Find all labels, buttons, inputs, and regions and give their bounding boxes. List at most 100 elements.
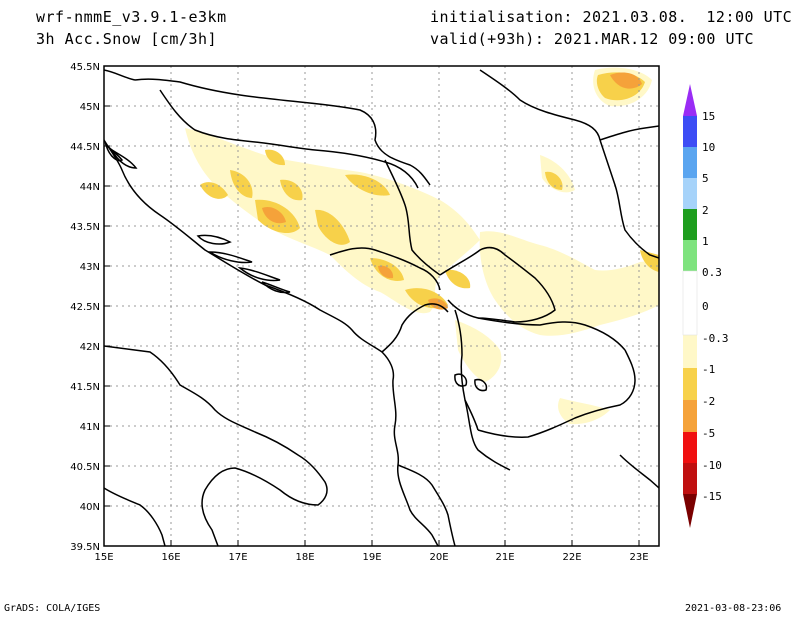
colorbar-label: -1 xyxy=(702,363,715,376)
border-bulgaria-macedonia xyxy=(624,349,636,381)
lon-label: 18E xyxy=(295,552,314,563)
snow-orange-4 xyxy=(378,265,394,279)
border-serbia-romania xyxy=(479,69,601,141)
geo-lines xyxy=(104,69,659,546)
island-hvar xyxy=(207,251,253,264)
snow-light-areas xyxy=(185,67,659,425)
colorbar-swatch xyxy=(683,147,697,178)
border-croatia-bosnia-north xyxy=(134,78,431,186)
island-korcula xyxy=(237,266,281,282)
border-romania-bulgaria xyxy=(599,125,659,141)
footer-credit: GrADS: COLA/IGES xyxy=(4,603,101,614)
lat-label: 40N xyxy=(80,502,100,513)
colorbar-swatch xyxy=(683,463,697,494)
border-turkey-greece xyxy=(619,454,659,489)
colorbar-swatch xyxy=(683,240,697,271)
lat-label: 41N xyxy=(80,422,100,433)
lat-label: 43N xyxy=(80,262,100,273)
snow-mid-4 xyxy=(280,179,303,201)
footer-timestamp: 2021-03-08-23:06 xyxy=(685,603,782,614)
coastline-slovenia xyxy=(104,69,136,81)
lon-label: 19E xyxy=(362,552,381,563)
lon-label: 22E xyxy=(562,552,581,563)
lat-label: 40.5N xyxy=(70,462,100,473)
colorbar-label: -5 xyxy=(702,427,715,440)
colorbar-label: 0 xyxy=(702,300,709,313)
snow-mid-6 xyxy=(345,174,390,196)
colorbar-label: 0.3 xyxy=(702,266,722,279)
lake-ohrid xyxy=(454,373,468,387)
lat-label: 45N xyxy=(80,102,100,113)
snow-mid-12 xyxy=(640,250,659,272)
colorbar-label: -2 xyxy=(702,395,715,408)
colorbar-label: 10 xyxy=(702,141,715,154)
snow-band-east xyxy=(479,231,659,336)
colorbar-labels: 15 10 5 2 1 0.3 0 -0.3 -1 -2 -5 -10 -15 xyxy=(702,110,729,503)
lon-label: 23E xyxy=(629,552,648,563)
lake-prespa xyxy=(474,378,488,392)
colorbar-swatch xyxy=(683,335,697,368)
border-hungary xyxy=(159,89,419,189)
lat-labels: 45.5N 45N 44.5N 44N 43.5N 43N 42.5N 42N … xyxy=(70,62,100,553)
colorbar-bottom-arrow xyxy=(683,494,697,528)
colorbar-label: -10 xyxy=(702,459,722,472)
colorbar-top-arrow xyxy=(683,84,697,116)
island-mljet xyxy=(261,281,291,294)
snow-fields xyxy=(185,67,659,425)
coastline-italy-gulf xyxy=(104,487,166,546)
lon-label: 16E xyxy=(161,552,180,563)
island-cres xyxy=(110,147,138,169)
field-title: 3h Acc.Snow [cm/3h] xyxy=(36,30,218,48)
colorbar-label: 5 xyxy=(702,172,709,185)
colorbar-label: 1 xyxy=(702,235,709,248)
colorbar-white-outline xyxy=(682,270,698,336)
colorbar xyxy=(682,84,698,528)
coastline-italy xyxy=(104,345,328,546)
colorbar-label: 2 xyxy=(702,204,709,217)
border-montenegro-albania xyxy=(381,303,449,353)
snow-orange-1 xyxy=(262,206,286,224)
island-brac xyxy=(196,234,232,245)
lat-label: 39.5N xyxy=(70,542,100,553)
valid-time: valid(+93h): 2021.MAR.12 09:00 UTC xyxy=(430,30,755,48)
border-serbia-bosnia xyxy=(384,159,441,276)
lat-label: 43.5N xyxy=(70,222,100,233)
colorbar-swatch xyxy=(683,400,697,432)
snow-orange-areas xyxy=(262,72,642,310)
lat-label: 42.5N xyxy=(70,302,100,313)
snow-band-south xyxy=(455,320,502,382)
border-bulgaria-west xyxy=(599,139,659,259)
lat-label: 41.5N xyxy=(70,382,100,393)
snow-mid-2 xyxy=(230,170,253,198)
lon-label: 15E xyxy=(94,552,113,563)
border-albania-macedonia xyxy=(454,309,479,431)
snow-mid-9 xyxy=(445,269,471,289)
snow-bulgaria-light xyxy=(558,398,610,425)
axis-ticks xyxy=(103,65,640,547)
snow-mid-13 xyxy=(265,149,285,166)
snow-serbia-light xyxy=(540,155,575,193)
lat-label: 42N xyxy=(80,342,100,353)
border-macedonia-north xyxy=(477,317,626,351)
colorbar-label: 15 xyxy=(702,110,715,123)
colorbar-label: -0.3 xyxy=(702,332,729,345)
border-bosnia-montenegro xyxy=(329,247,441,291)
init-time: initialisation: 2021.03.08. 12:00 UTC xyxy=(430,8,793,26)
lon-label: 17E xyxy=(228,552,247,563)
lat-label: 45.5N xyxy=(70,62,100,73)
snow-mid-5 xyxy=(315,209,350,245)
colorbar-swatch xyxy=(683,178,697,209)
colorbar-label: -15 xyxy=(702,490,722,503)
border-greece-albania-south xyxy=(397,464,456,546)
colorbar-swatch xyxy=(683,209,697,240)
lon-label: 21E xyxy=(495,552,514,563)
lon-label: 20E xyxy=(429,552,448,563)
colorbar-swatch xyxy=(683,116,697,147)
model-title: wrf-nmmE_v3.9.1-e3km xyxy=(36,8,227,26)
snow-orange-2 xyxy=(610,72,642,89)
lat-label: 44N xyxy=(80,182,100,193)
border-greece-north xyxy=(464,399,511,471)
colorbar-swatch xyxy=(683,271,697,335)
snow-mid-10 xyxy=(545,171,563,190)
